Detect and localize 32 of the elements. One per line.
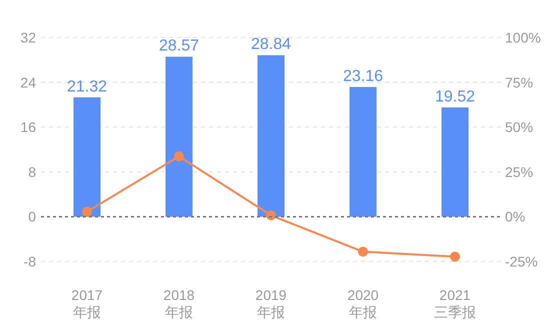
point (174, 151, 184, 162)
y2-tick-label: 0% (505, 208, 526, 225)
y-tick-label: 32 (20, 30, 36, 46)
data-label: 19.52 (434, 88, 476, 106)
point (266, 210, 276, 220)
y2-tick-label: 75% (505, 74, 534, 90)
y-tick-label: 8 (28, 164, 36, 180)
data-label: 28.84 (250, 36, 292, 54)
y-tick-label: 16 (20, 119, 36, 136)
y-tick-label: -8 (24, 254, 36, 270)
x-tick-label: 2020 年报 (347, 287, 379, 320)
x-tick-label: 2021 三季报 (434, 287, 476, 320)
data-label: 21.32 (66, 78, 108, 96)
bar (350, 87, 376, 217)
data-label: 23.16 (342, 68, 384, 86)
point (358, 246, 368, 257)
point (82, 206, 92, 217)
y2-tick-label: -25% (505, 254, 538, 270)
point (450, 252, 460, 262)
bar (166, 56, 192, 217)
y2-tick-label: 100% (505, 30, 541, 46)
x-tick-label: 2018 年报 (163, 287, 195, 320)
x-tick-label: 2019 年报 (255, 287, 287, 320)
y-tick-label: 0 (28, 208, 36, 225)
bar (74, 97, 100, 217)
bar (258, 55, 284, 217)
y2-tick-label: 50% (505, 119, 534, 136)
y2-tick-label: 25% (505, 164, 534, 180)
x-tick-label: 2017 年报 (71, 287, 103, 320)
y-tick-label: 24 (20, 74, 36, 90)
data-label: 28.57 (158, 38, 200, 55)
bar (442, 107, 468, 217)
